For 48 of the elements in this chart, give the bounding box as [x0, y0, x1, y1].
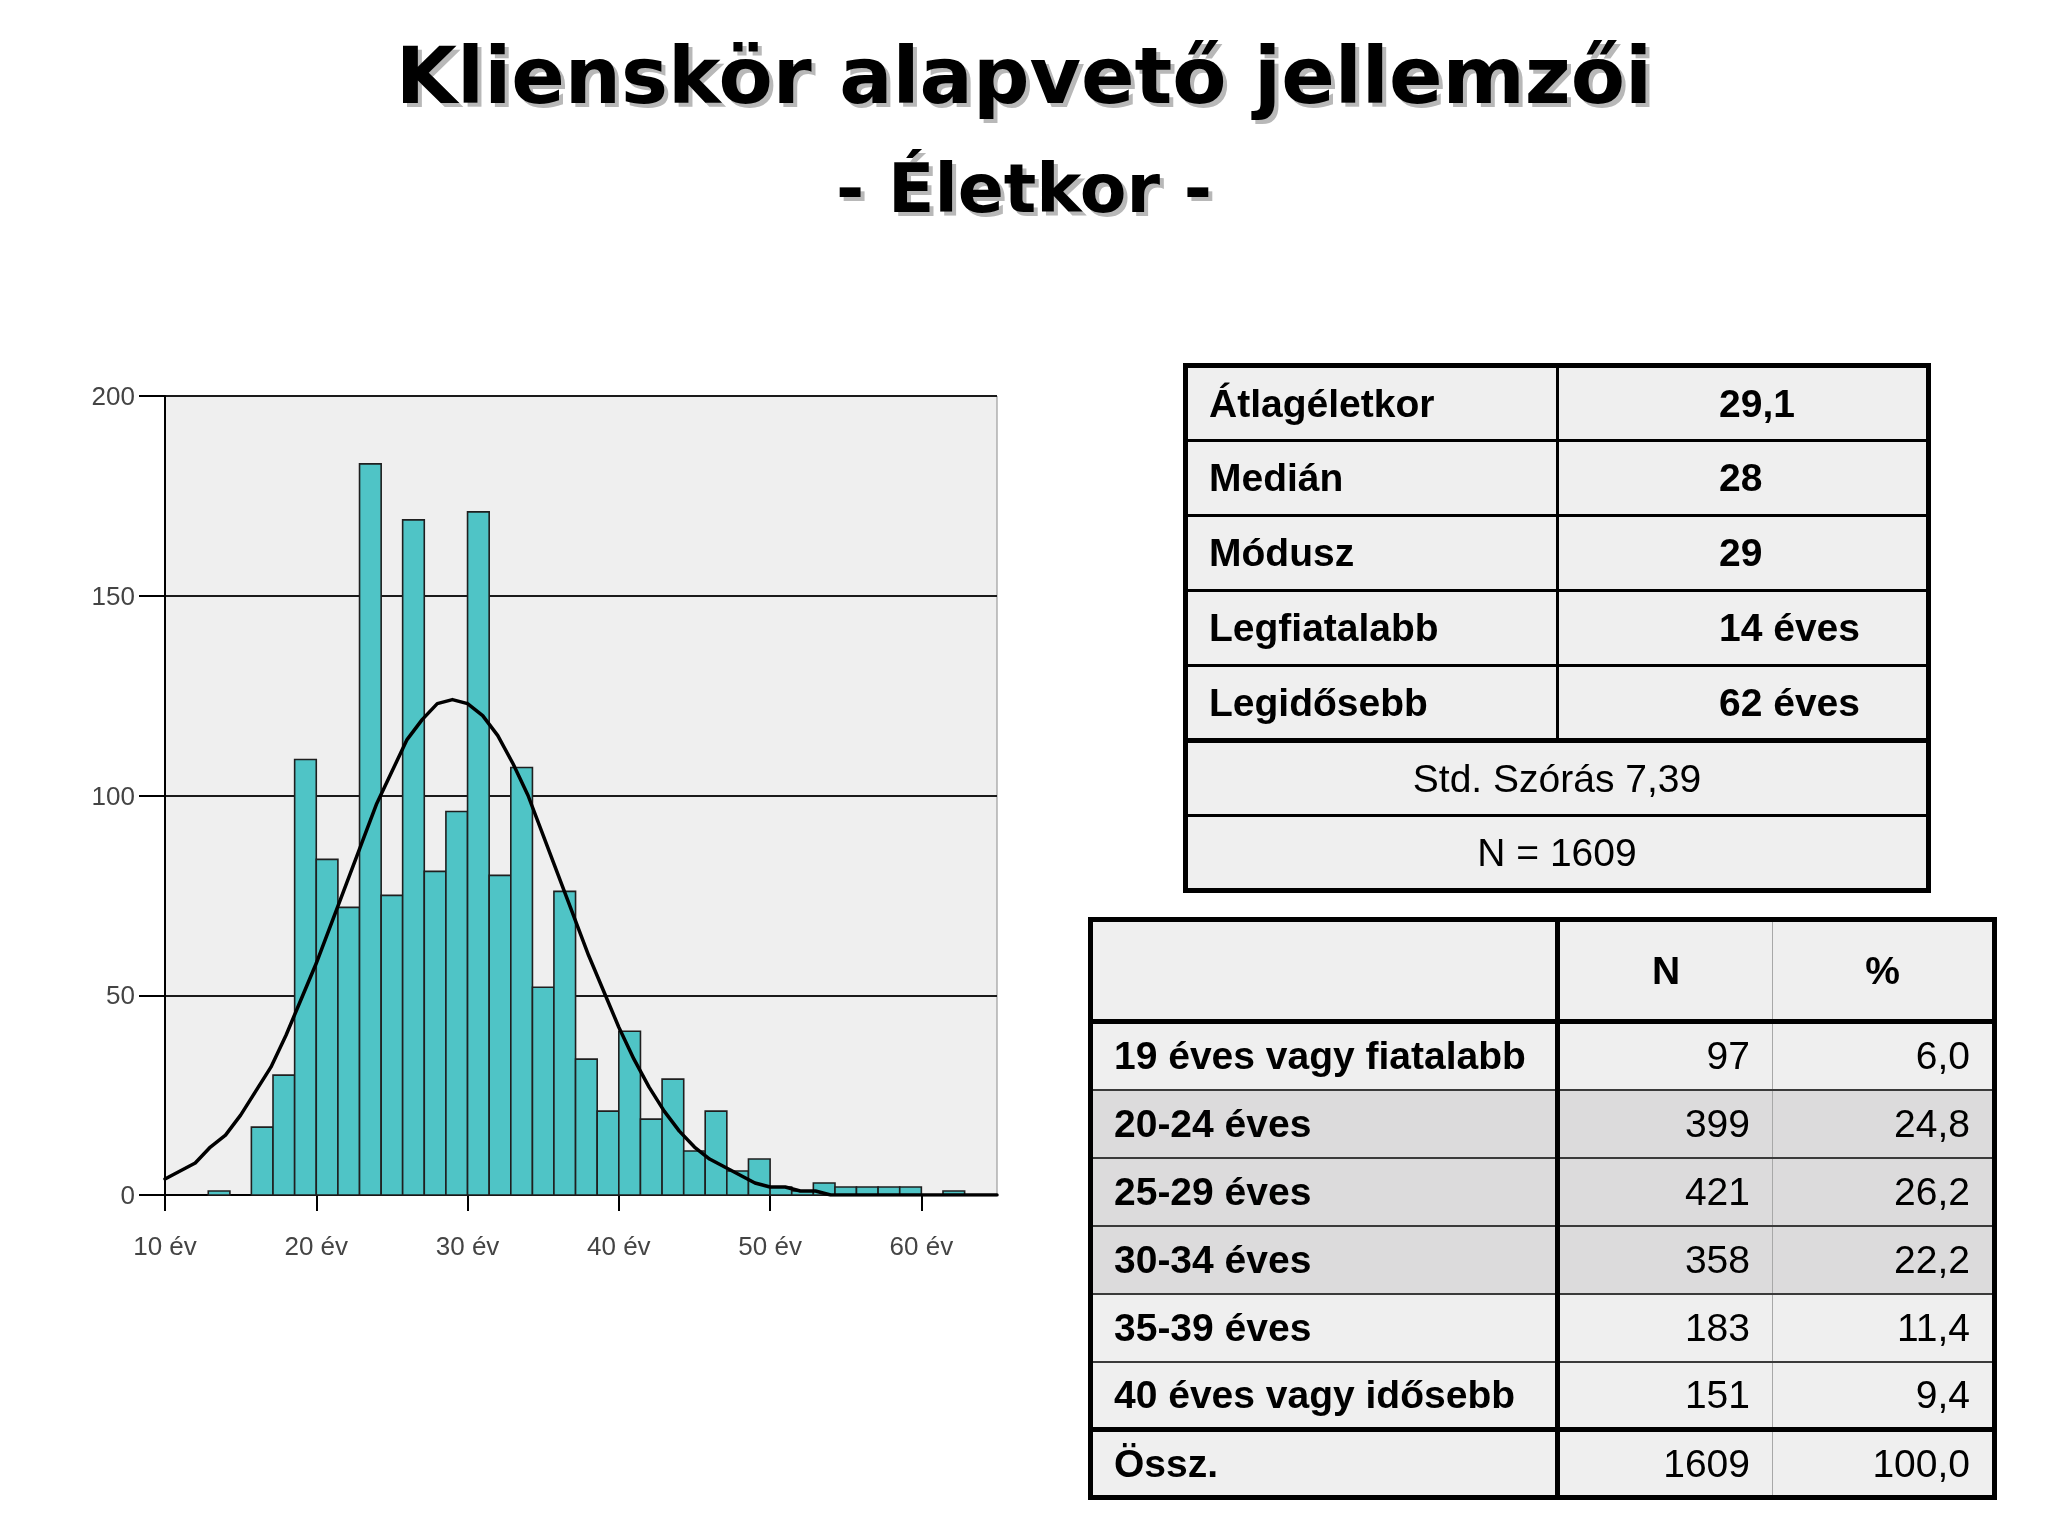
text: 24,8	[1894, 1101, 1970, 1145]
category-label: Legfiatalabb	[1209, 606, 1439, 649]
y-tick-label: 50	[106, 980, 135, 1011]
category-label: Legidősebb	[1209, 680, 1428, 724]
x-tick-label: 50 év	[738, 1231, 802, 1261]
text: 151	[1684, 1372, 1750, 1416]
text: 183	[1684, 1305, 1750, 1349]
text: Std. Szórás 7,39	[1185, 740, 1929, 816]
category-label: 20-24 éves	[1114, 1101, 1312, 1145]
category-label: 30-34 éves	[1114, 1237, 1312, 1281]
y-tick-label: 200	[91, 381, 135, 411]
text: N = 1609	[1185, 815, 1929, 891]
text: 6,0	[1915, 1034, 1970, 1078]
text: 29	[1719, 531, 1763, 574]
category-label: Össz.	[1114, 1441, 1219, 1485]
text: 1609	[1663, 1441, 1750, 1485]
x-tick-label: 20 év	[284, 1231, 349, 1261]
category-label: 40 éves vagy idősebb	[1114, 1372, 1516, 1416]
x-tick-label: 60 év	[889, 1231, 954, 1261]
category-label: N	[1557, 919, 1773, 1022]
x-tick-label: 30 év	[435, 1231, 500, 1261]
category-label: 25-29 éves	[1114, 1169, 1312, 1213]
category-label: Módusz	[1209, 531, 1355, 574]
text: 399	[1684, 1101, 1750, 1145]
text: 11,4	[1896, 1305, 1970, 1349]
y-tick-label: 0	[120, 1180, 135, 1210]
text: 14 éves	[1719, 606, 1860, 649]
chart-title: Klienskör alapvető jellemzői	[395, 30, 1653, 123]
category-label: Átlagéletkor	[1209, 381, 1435, 425]
x-tick-label: 40 év	[587, 1231, 651, 1261]
text: 62 éves	[1719, 680, 1860, 724]
category-label: 19 éves vagy fiatalabb	[1114, 1034, 1526, 1078]
text: 9,4	[1915, 1372, 1970, 1416]
y-tick-label: 100	[91, 780, 135, 811]
x-tick-label: 10 év	[133, 1231, 197, 1261]
text: 28	[1719, 456, 1763, 499]
text: 358	[1684, 1237, 1750, 1281]
chart-subtitle: - Életkor -	[836, 149, 1212, 229]
y-tick-label: 150	[91, 580, 135, 611]
text: 26,2	[1894, 1169, 1970, 1213]
category-label: %	[1772, 919, 1995, 1022]
category-label: 35-39 éves	[1114, 1305, 1312, 1349]
text: 29,1	[1719, 381, 1795, 425]
text: 97	[1706, 1034, 1750, 1078]
text: 100,0	[1872, 1441, 1970, 1485]
text: 22,2	[1894, 1237, 1970, 1281]
text: 421	[1684, 1169, 1750, 1213]
category-label: Medián	[1209, 456, 1344, 499]
